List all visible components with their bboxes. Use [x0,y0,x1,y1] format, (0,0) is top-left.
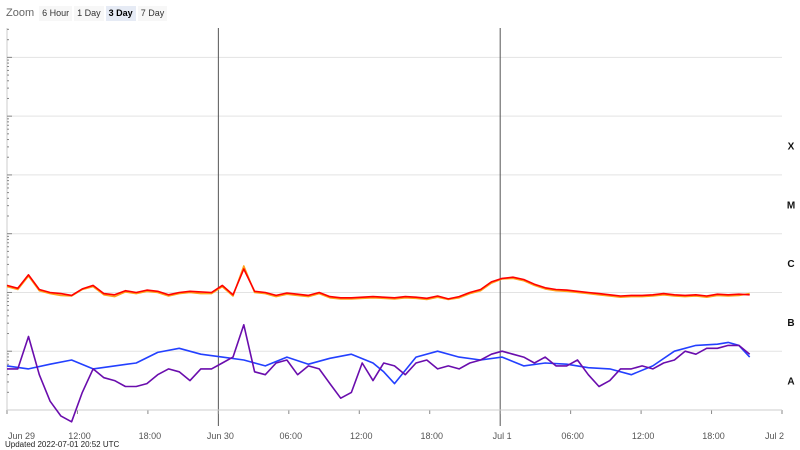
x-tick-label: 12:00 [68,431,91,441]
x-tick-label: 12:00 [632,431,655,441]
zoom-3-day-button[interactable]: 3 Day [105,5,136,21]
flux-series-line-short-secondary [7,323,751,423]
flare-class-label-x: X [788,142,795,153]
x-tick-label: Jun 29 [8,431,35,441]
flare-class-label-a: A [787,377,794,388]
x-tick-label: 18:00 [420,431,443,441]
updated-timestamp: Updated 2022-07-01 20:52 UTC [5,440,120,449]
zoom-1-day-button[interactable]: 1 Day [74,5,104,21]
flare-class-label-b: B [787,318,794,329]
flux-series-line-long-secondary [6,265,750,301]
x-tick-label: 18:00 [139,431,162,441]
x-tick-label: 06:00 [561,431,584,441]
x-tick-label: 18:00 [702,431,725,441]
x-tick-label: Jul 1 [493,431,512,441]
flux-series-line-long-primary [6,268,750,300]
flux-series-line-short-primary [6,341,751,385]
zoom-control: Zoom 6 Hour 1 Day 3 Day 7 Day [6,5,168,21]
x-tick-label: 12:00 [350,431,373,441]
x-tick-label: 06:00 [280,431,303,441]
flare-class-label-m: M [787,200,795,211]
flare-class-label-c: C [787,259,794,270]
zoom-6-hour-button[interactable]: 6 Hour [39,5,73,21]
zoom-label: Zoom [6,7,35,19]
x-tick-label: Jun 30 [207,431,234,441]
x-tick-label: Jul 2 [765,431,784,441]
zoom-7-day-button[interactable]: 7 Day [137,5,168,21]
